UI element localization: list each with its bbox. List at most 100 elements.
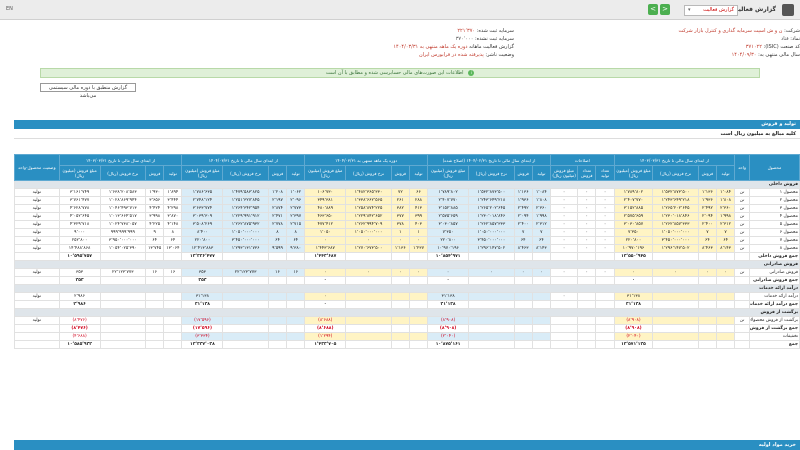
table-cell: ۱٬۰۱۳٬۶۶۴٬۵۱۷ xyxy=(99,212,147,221)
row-status: تولید xyxy=(14,316,60,325)
table-cell xyxy=(267,316,288,325)
table-cell: ۳٬۴۵۰٬۰۰۰٬۰۰۰ xyxy=(468,236,515,245)
table-cell: ۳٬۵۰۸٬۲۶۹ xyxy=(181,220,224,229)
group-label: فروش داخلی xyxy=(14,180,800,189)
table-cell xyxy=(390,340,410,349)
row-unit: تن xyxy=(734,268,750,277)
table-cell: ۰ xyxy=(549,212,579,221)
th-sub: مبلغ فروش (میلیون ریال) xyxy=(613,165,654,181)
table-cell: ۸ xyxy=(267,228,288,237)
table-cell xyxy=(468,324,515,333)
table-cell xyxy=(222,332,269,341)
table-cell xyxy=(286,340,306,349)
table-cell xyxy=(468,252,515,261)
table-cell: ۱٬۹۳۶ xyxy=(697,196,717,205)
th-sub: فروش xyxy=(145,165,165,181)
table-cell xyxy=(222,292,269,301)
table-cell: ۱٬۲۶۵٬۲۰۲٬۶۴۵ xyxy=(652,204,699,213)
language-toggle[interactable]: EN xyxy=(6,6,13,12)
table-cell: ۰ xyxy=(577,196,597,205)
table-cell: ۰ xyxy=(577,244,597,253)
row-unit: تن xyxy=(734,316,750,325)
table-cell: ۲۸۸ xyxy=(408,196,429,205)
table-cell xyxy=(408,276,429,285)
table-cell xyxy=(595,292,615,301)
table-cell: ۰ xyxy=(549,204,579,213)
table-cell xyxy=(267,300,288,309)
table-cell: (۱٬۲۹۴) xyxy=(304,332,347,341)
table-cell xyxy=(652,316,699,325)
table-cell: ۰ xyxy=(304,292,347,301)
table-cell: ۰ xyxy=(595,244,615,253)
th-sub: نرخ فروش (ریال) xyxy=(222,165,269,181)
report-label: گزارش فعالیت ماهانه xyxy=(469,44,514,50)
menu-icon[interactable] xyxy=(782,4,794,16)
table-cell xyxy=(222,316,269,325)
table-cell: ۶۴ xyxy=(267,236,288,245)
table-row: محصول ۱ تن ۱٬۰۸۴ ۱٬۱۳۶ ۱٬۵۳۲٬۸۷۳٬۵۰۰ ۱٬۷۸۹٬۸۰… xyxy=(14,188,800,197)
table-cell xyxy=(99,332,147,341)
table-cell: (۱۷٬۵۹۶) xyxy=(181,324,224,333)
company-info: شرکت: ن و ش اسپت سرمایه گذاری و کنترل با… xyxy=(40,24,800,68)
fiscal-row: سال مالی منتهی به: ۱۴۰۴/۰۹/۳۰ xyxy=(732,52,800,58)
top-bar: گزارش فعالیت ماهانه گزارش فعالیت ▾ > < E… xyxy=(0,0,800,20)
th-sub: فروش xyxy=(697,165,717,181)
row-unit xyxy=(734,332,750,341)
table-cell: ۱٬۲۲۹٬۹۹۱٬۹۱۲ xyxy=(222,212,269,221)
table-cell: ۱٬۱۳۶ xyxy=(697,188,717,197)
table-cell: ۱٬۲۰۸ xyxy=(267,188,288,197)
row-status: تولید xyxy=(14,236,60,245)
group-label: فروش صادراتی xyxy=(14,260,800,269)
prev-report-button[interactable]: < xyxy=(648,4,658,15)
table-cell: ۱٬۲۶۵٬۲۰۲٬۶۴۵ xyxy=(468,204,515,213)
table-cell: ۸٬۱۴۳ xyxy=(715,244,736,253)
th-period-4: از ابتدای سال مالی تا تاریخ ۱۴۰۴/۰۳/۳۱ xyxy=(181,154,306,166)
table-cell: ۱٬۰۲۸٬۸۶۹٬۹۴۴ xyxy=(99,196,147,205)
table-cell xyxy=(345,252,392,261)
table-cell xyxy=(99,324,147,333)
table-row: برگشت از فروش محصولات تن (۸٬۹۰۸) (۸٬۹۰۸) (۸٬… xyxy=(14,316,800,325)
table-cell: (۱۷٬۵۹۶) xyxy=(181,316,224,325)
table-cell: ۱٬۲۲۹٬۸۴۲٬۶۵۲ xyxy=(345,212,392,221)
table-cell xyxy=(652,340,699,349)
table-cell xyxy=(163,300,183,309)
table-cell: ۲٬۴۰۷٬۷۷۰ xyxy=(427,196,470,205)
table-cell xyxy=(577,332,597,341)
table-cell: ۰ xyxy=(577,220,597,229)
table-cell xyxy=(390,324,410,333)
table-group-row: فروش داخلی xyxy=(14,180,800,189)
table-cell: ۰ xyxy=(345,268,392,277)
table-cell: ۱٬۴۷۹٬۵۸۳٬۸۲۵ xyxy=(222,188,269,197)
table-cell: ۸٬۱۴۳ xyxy=(531,244,551,253)
table-cell xyxy=(408,252,429,261)
table-cell xyxy=(715,292,736,301)
table-cell xyxy=(390,252,410,261)
row-status xyxy=(14,300,60,309)
table-cell: ۰ xyxy=(595,196,615,205)
table-cell xyxy=(345,292,392,301)
table-cell: ۲۲٬۱۲۳٬۷۷۳ xyxy=(222,268,269,277)
table-cell: ۱۲٬۵۵۰٬۹۴۵ xyxy=(613,252,654,261)
adjust-link[interactable]: گزارش منطبق با دوره مالی سیستمی می‌باشد xyxy=(40,83,136,99)
table-cell: ۱٬۴۸۲٬۳۶۵٬۳۳۰ xyxy=(345,188,392,197)
table-cell: ۱٬۳۳۸٬۶۶۲٬۵۶۵ xyxy=(345,196,392,205)
table-cell: ۲٬۴۰۷٬۷۷۰ xyxy=(613,196,654,205)
table-cell: ۰ xyxy=(304,268,347,277)
th-sub: فروش xyxy=(267,165,288,181)
table-cell: ۹٬۳۸۰ xyxy=(286,244,306,253)
table-cell xyxy=(531,332,551,341)
table-row: محصول ۵ تن ۲٬۳۱۲ ۲٬۴۰۰ ۱٬۲۶۲٬۸۵۷٬۳۳۳ ۳٬۰۳۰٬۸۵… xyxy=(14,220,800,229)
table-cell: ۸٬۴۶۳ xyxy=(513,244,533,253)
table-cell: ۴٬۱۴۸ xyxy=(163,220,183,229)
table-cell: ۳٬۰۳۰٬۸۵۷ xyxy=(613,220,654,229)
row-status: تولید xyxy=(14,292,60,301)
table-cell xyxy=(531,252,551,261)
table-cell: (۴٬۶۸۸) xyxy=(58,332,101,341)
table-cell: ۸٬۴۰۰ xyxy=(181,228,224,237)
report-type-select[interactable]: گزارش فعالیت ▾ xyxy=(684,5,738,16)
table-cell: ۳۵۳ xyxy=(58,276,101,285)
next-report-button[interactable]: > xyxy=(660,4,670,15)
table-cell xyxy=(697,324,717,333)
symbol-row: نماد: فتاد xyxy=(781,36,800,42)
table-cell: ۲٬۱۹۷ xyxy=(267,196,288,205)
